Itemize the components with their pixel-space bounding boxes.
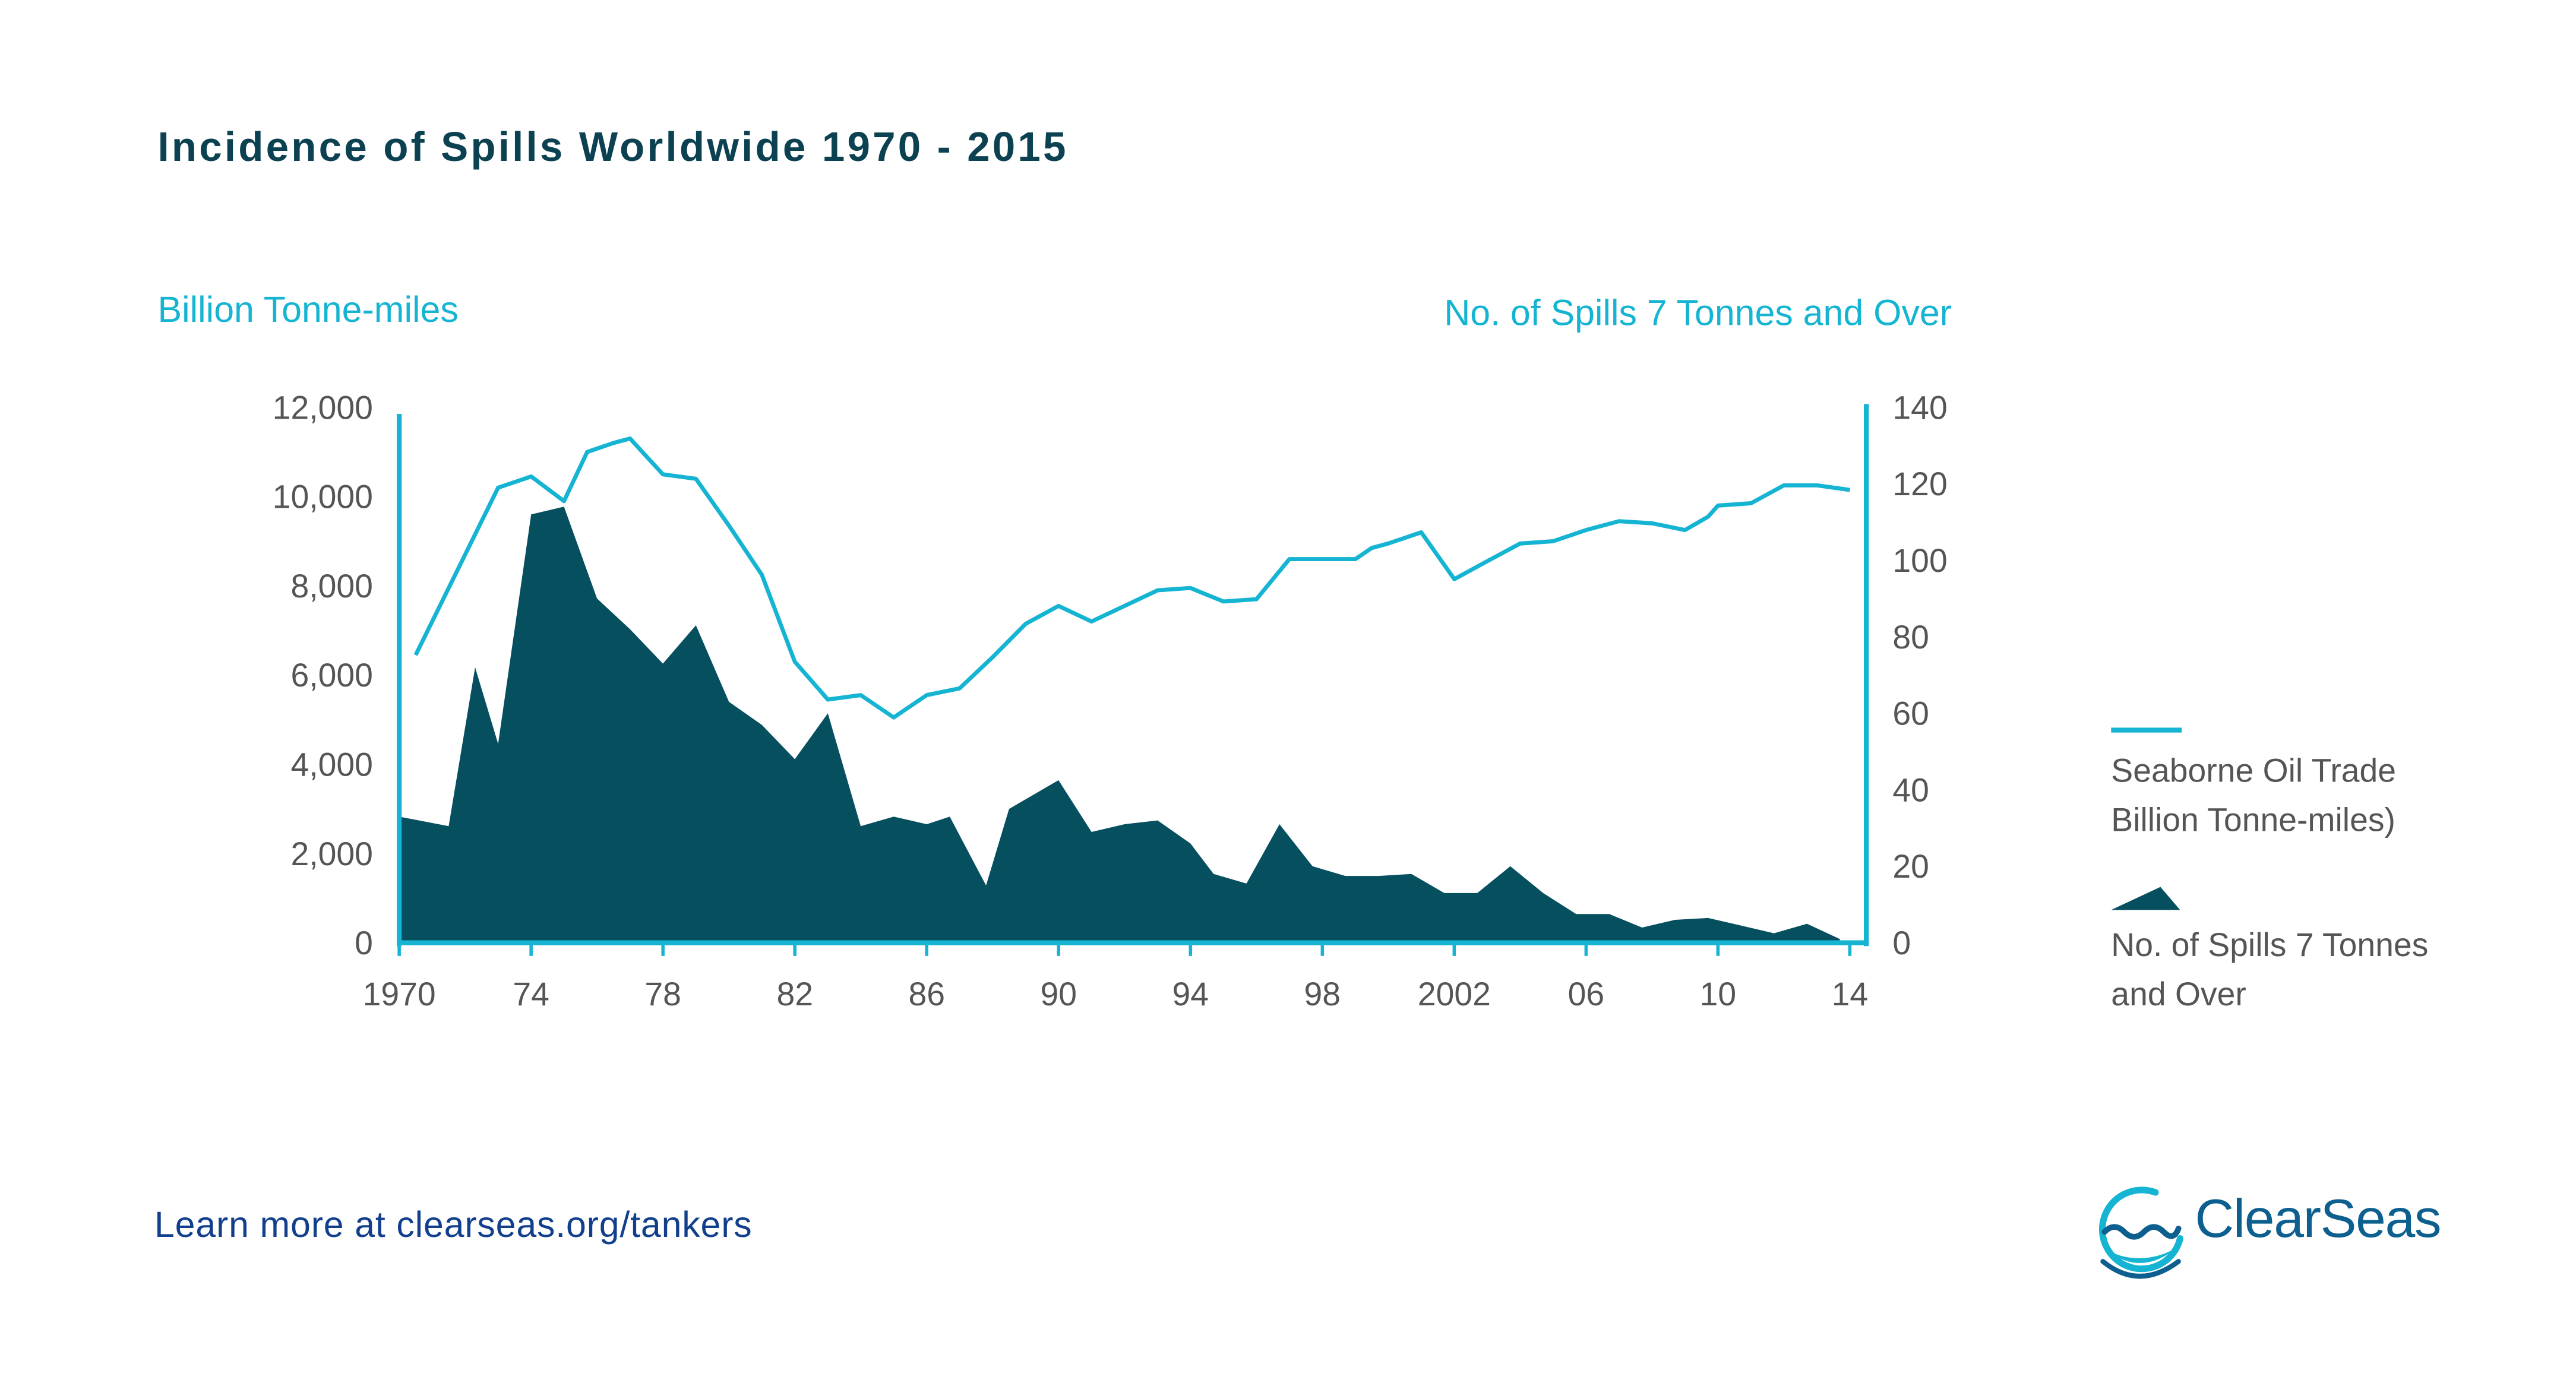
right-y-tick-label: 120 [1892,466,1947,502]
left-y-tick-label: 12,000 [273,389,373,426]
left-axis-title: Billion Tonne-miles [157,289,459,330]
right-y-tick-label: 40 [1892,771,1929,808]
footer-link-text: Learn more at clearseas.org/tankers [154,1204,753,1245]
clearseas-wordmark: ClearSeas [2195,1187,2441,1249]
left-y-tick-label: 6,000 [290,657,372,694]
legend-area-label: No. of Spills 7 Tonnes and Over [2111,928,2429,1014]
left-y-tick-label: 0 [355,925,373,961]
left-y-tick-label: 2,000 [290,836,372,872]
oil-trade-line-series [413,436,1850,720]
x-tick-label: 82 [776,976,813,1012]
right-y-tick-label: 80 [1892,619,1929,656]
right-y-tick-label: 0 [1892,925,1911,961]
legend-line-swatch [2111,727,2182,733]
left-y-tick-label: 10,000 [273,479,373,515]
legend-area-swatch [2111,887,2180,910]
right-y-tick-label: 140 [1892,389,1947,426]
x-tick-label: 1970 [363,976,436,1012]
right-y-tick-label: 60 [1892,695,1929,732]
x-tick-label: 10 [1700,976,1737,1012]
x-tick-label: 78 [644,976,681,1012]
right-y-tick-label: 20 [1892,848,1929,885]
x-tick-label: 98 [1304,976,1341,1012]
right-y-tick-label: 100 [1892,542,1947,579]
x-tick-label: 90 [1041,976,1077,1012]
right-axis-title: No. of Spills 7 Tonnes and Over [1444,292,1952,334]
x-tick-label: 74 [513,976,549,1012]
left-y-tick-label: 8,000 [290,568,372,605]
x-tick-label: 94 [1172,976,1209,1012]
x-tick-label: 86 [908,976,945,1012]
legend-line-label: Seaborne Oil Trade Billion Tonne-miles) [2111,754,2397,840]
x-tick-label: 2002 [1418,976,1491,1012]
clearseas-wave-icon [2098,1186,2184,1279]
x-tick-label: 06 [1568,976,1605,1012]
chart-title: Incidence of Spills Worldwide 1970 - 201… [157,125,1069,171]
spills-area-series [399,507,1840,943]
x-tick-label: 14 [1832,976,1869,1012]
left-y-tick-label: 4,000 [290,746,372,783]
